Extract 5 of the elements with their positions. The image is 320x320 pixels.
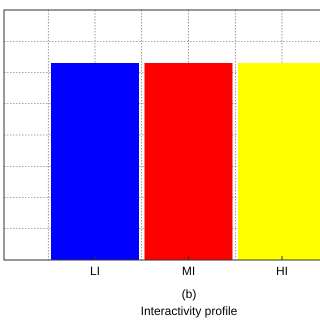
x-tick-label: HI xyxy=(276,264,288,278)
text: (b) xyxy=(182,287,196,301)
x-axis-title: Interactivity profile xyxy=(140,304,238,318)
x-tick-label: LI xyxy=(90,264,100,278)
x-tick-label: MI xyxy=(182,264,196,278)
